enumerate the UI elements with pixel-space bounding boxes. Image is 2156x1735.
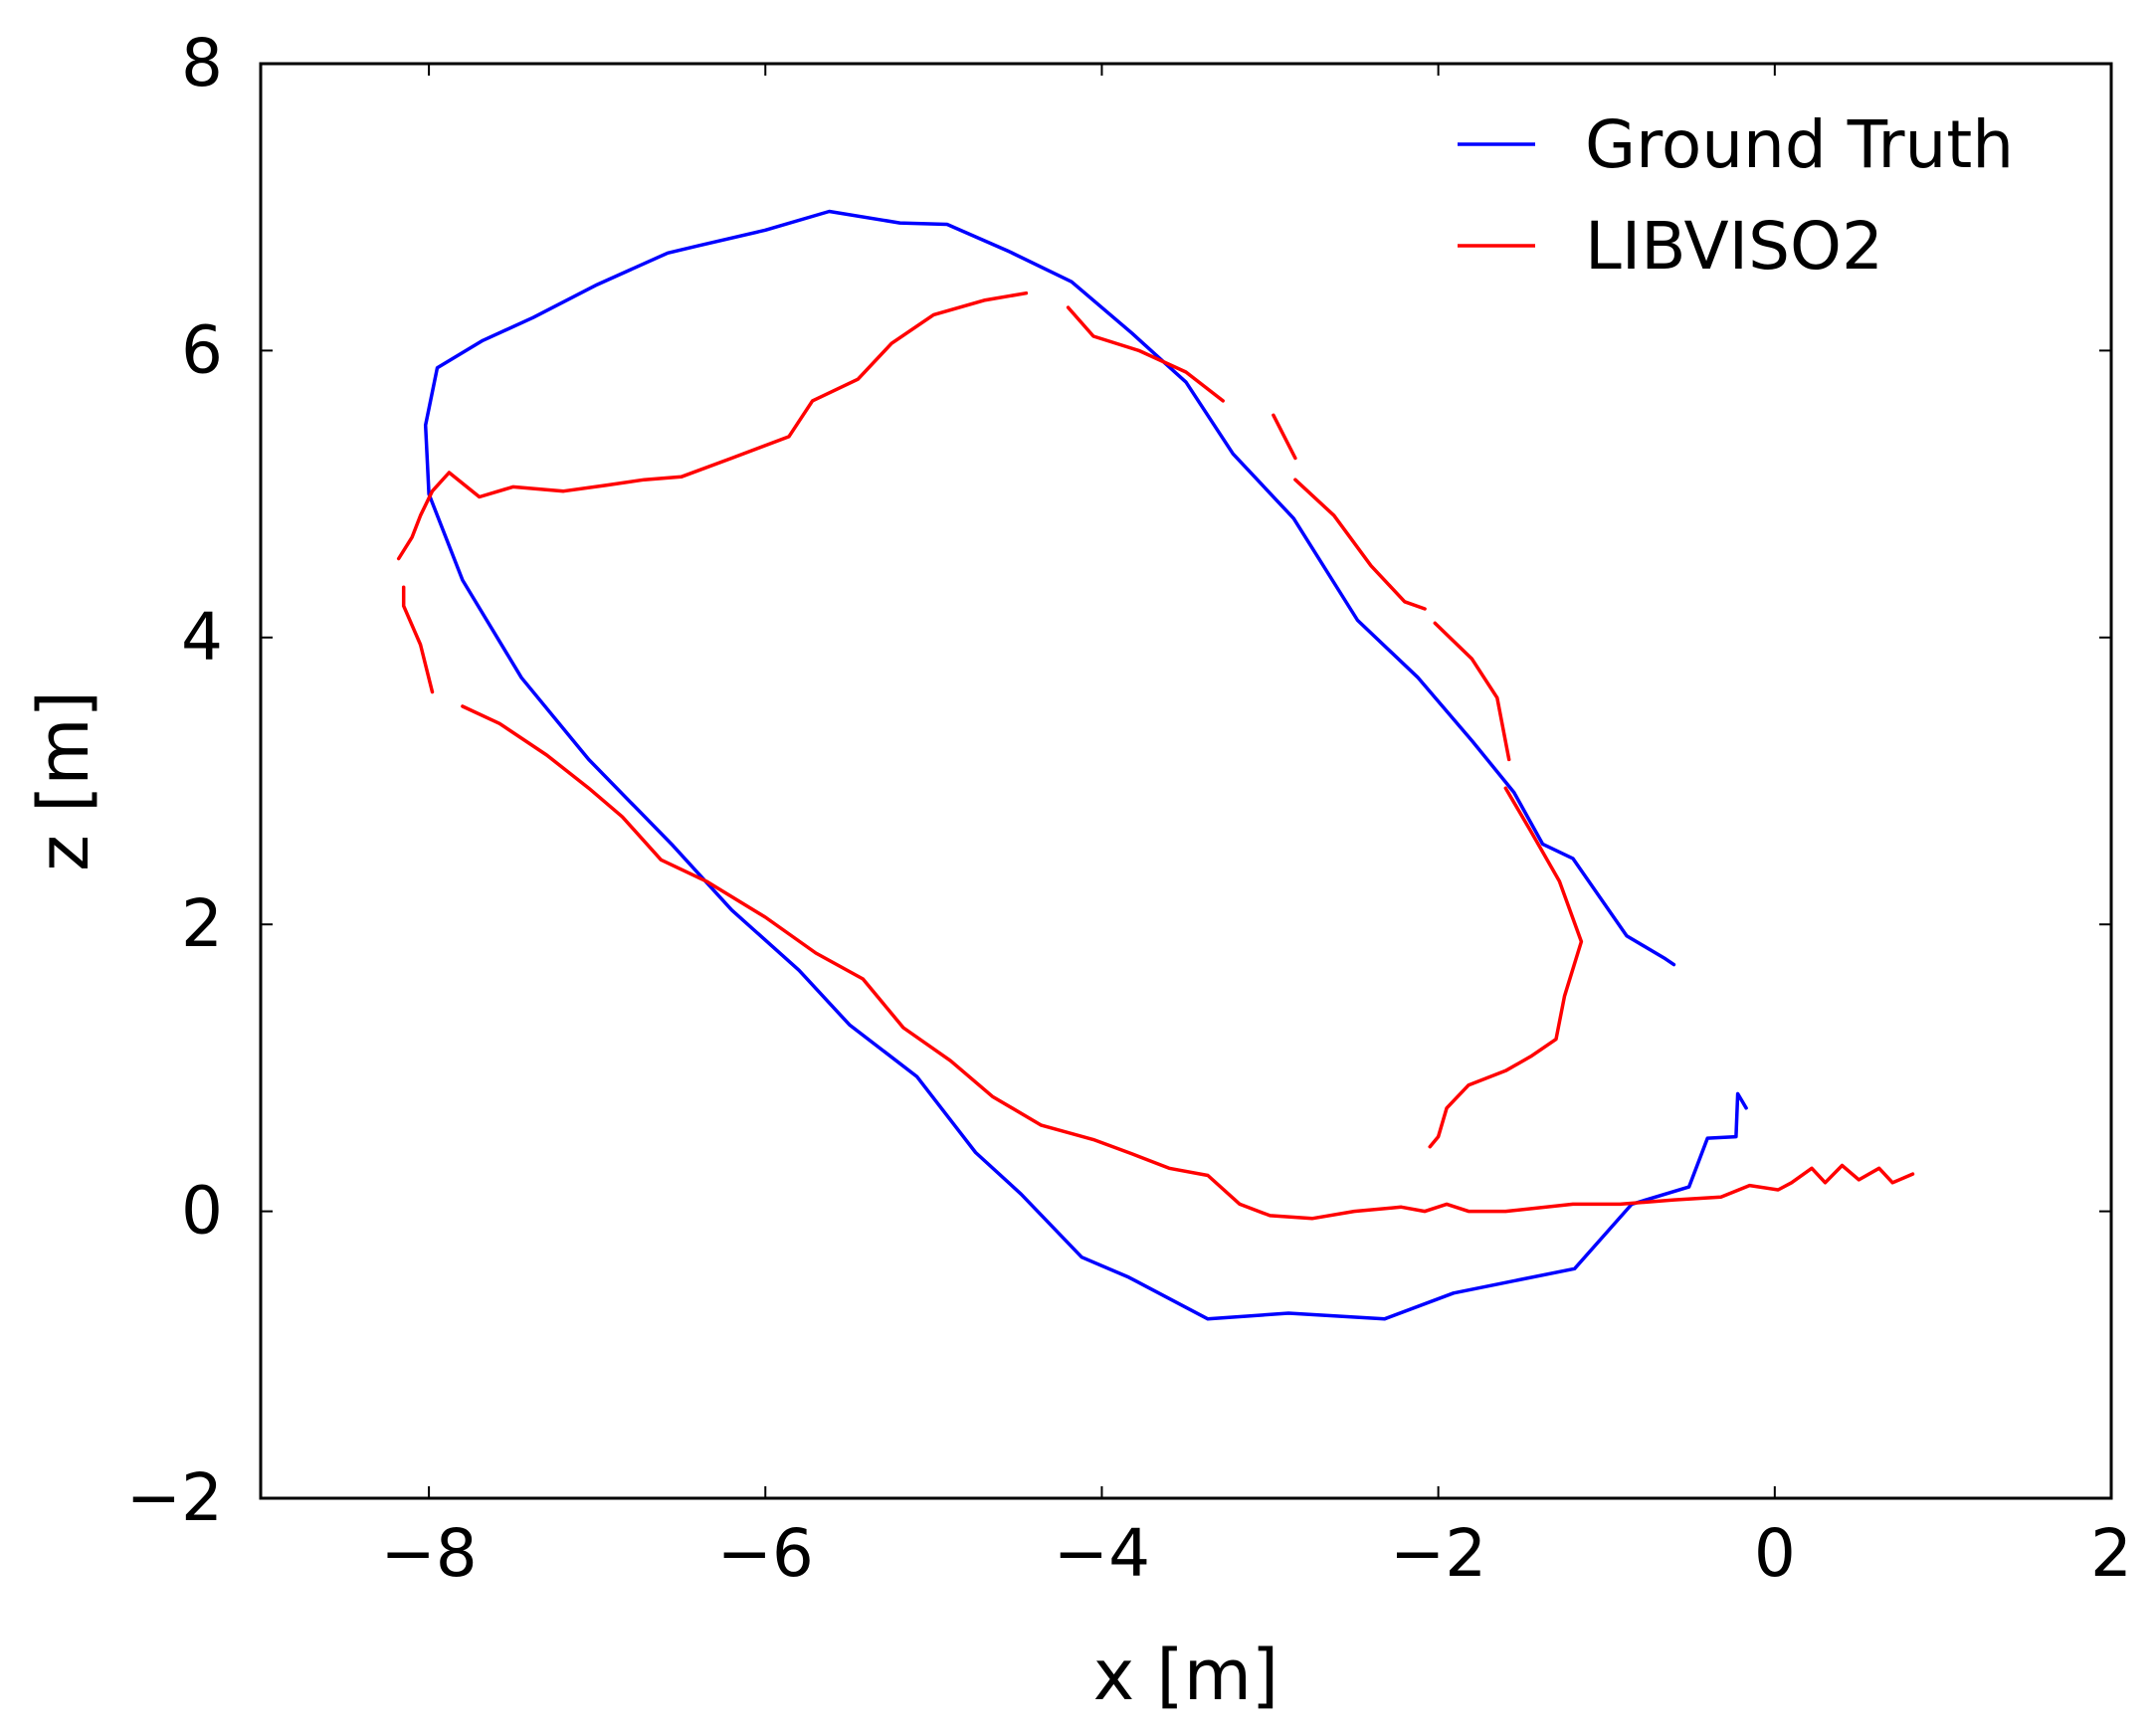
plot-frame bbox=[259, 62, 2113, 1500]
x-tick-label: −6 bbox=[717, 1515, 814, 1592]
libviso2-line-segment-6 bbox=[1433, 621, 1511, 762]
x-tick-label: −8 bbox=[380, 1515, 477, 1592]
libviso2-line-segment-4 bbox=[1272, 413, 1297, 461]
libviso2-line-segment-2 bbox=[396, 290, 1029, 561]
legend-label-ground-truth: Ground Truth bbox=[1585, 106, 2014, 183]
libviso2-line-segment-5 bbox=[1293, 478, 1427, 611]
legend: Ground Truth LIBVISO2 bbox=[1458, 106, 2014, 285]
x-tick-label: −2 bbox=[1390, 1515, 1486, 1592]
x-tick-label: −4 bbox=[1054, 1515, 1150, 1592]
x-tick-label: 0 bbox=[1754, 1515, 1796, 1592]
libviso2-line-segment-3 bbox=[1066, 305, 1225, 403]
libviso2-line-segment-1 bbox=[401, 585, 435, 694]
series-layer bbox=[396, 209, 1915, 1321]
y-tick-label: 6 bbox=[181, 311, 223, 388]
y-tick-label: 4 bbox=[181, 599, 223, 675]
y-tick-label: −2 bbox=[126, 1459, 223, 1536]
x-tick-label: 2 bbox=[2090, 1515, 2132, 1592]
ground-truth-line-segment-0 bbox=[423, 209, 1748, 1321]
y-axis-label: z [m] bbox=[23, 690, 104, 871]
y-tick-label: 2 bbox=[181, 885, 223, 962]
y-tick-label: 8 bbox=[181, 25, 223, 101]
libviso2-line-segment-0 bbox=[461, 704, 1915, 1221]
x-axis-label: x [m] bbox=[1093, 1635, 1278, 1716]
libviso2-line-segment-7 bbox=[1428, 786, 1584, 1149]
tick-layer: −8 −6 −4 −2 0 2 −2 0 2 4 6 8 bbox=[126, 25, 2132, 1592]
plot-background bbox=[261, 64, 2111, 1498]
y-tick-label: 0 bbox=[181, 1173, 223, 1250]
legend-label-libviso2: LIBVISO2 bbox=[1585, 208, 1883, 285]
